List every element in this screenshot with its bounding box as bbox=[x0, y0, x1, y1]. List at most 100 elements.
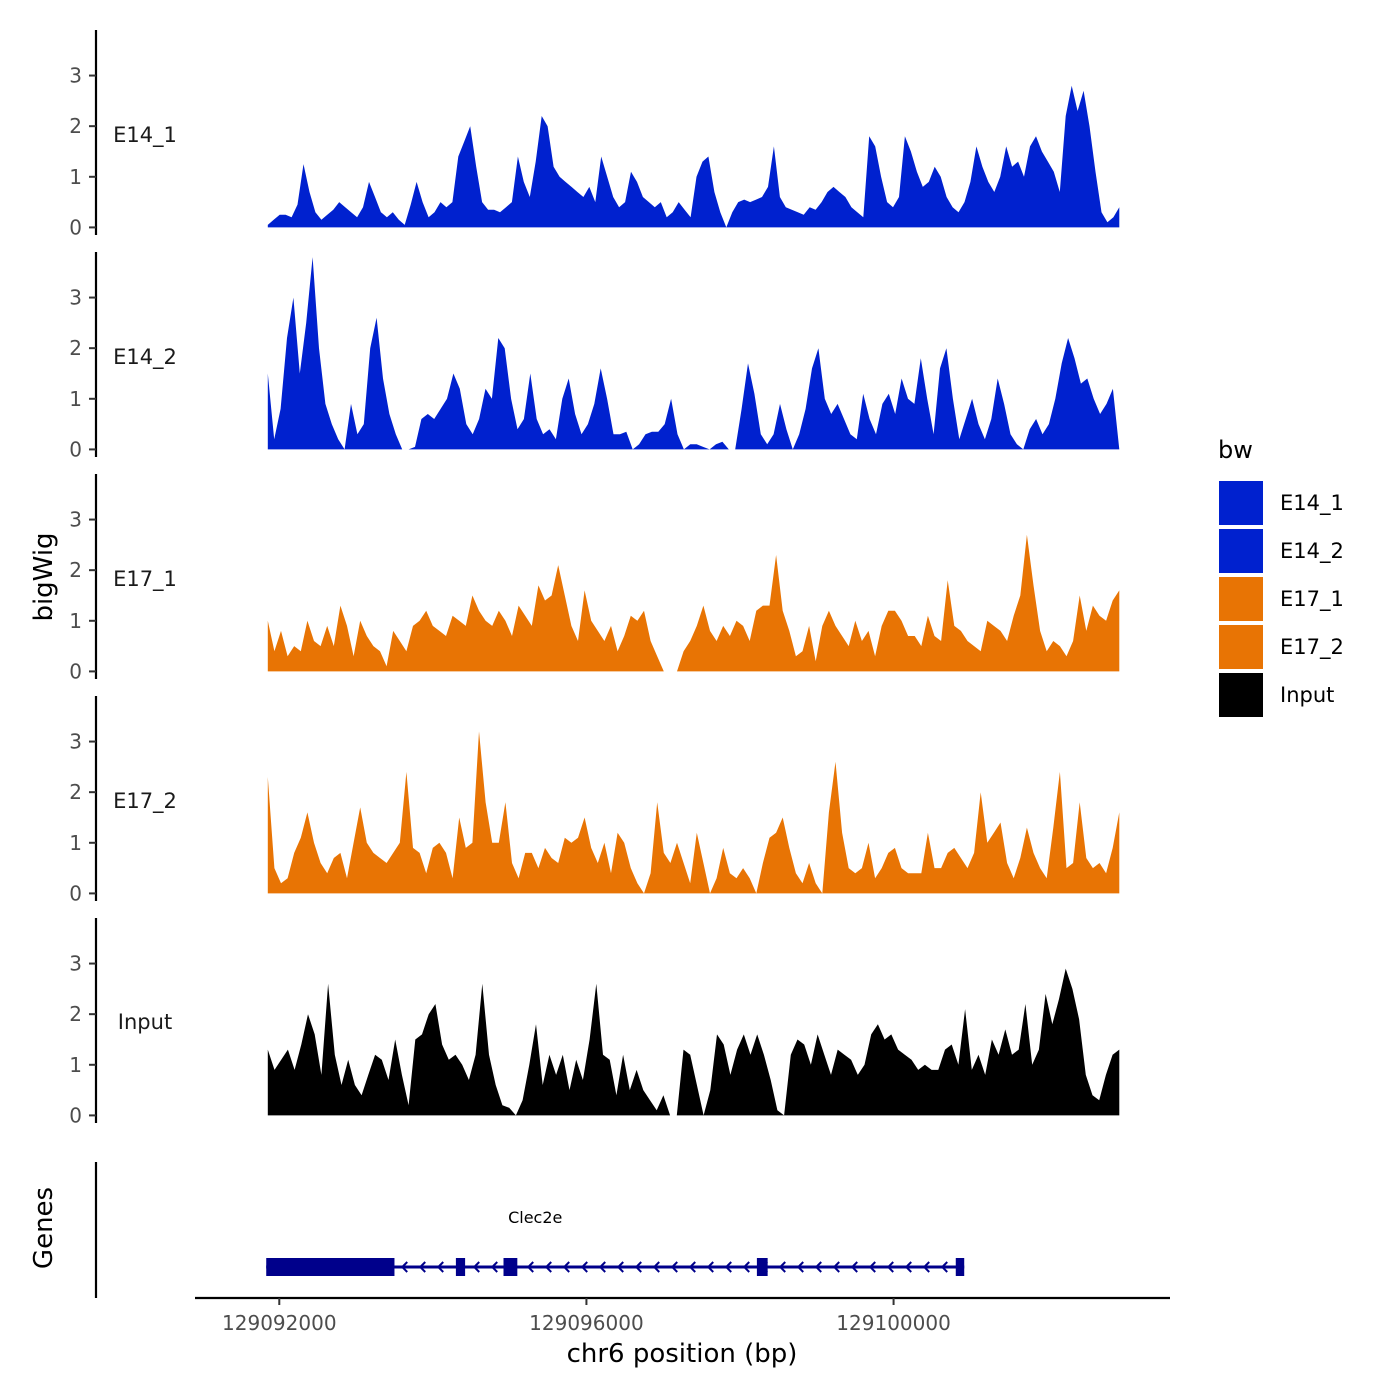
strand-arrow bbox=[490, 1261, 498, 1273]
legend-swatch bbox=[1217, 575, 1265, 623]
y-tick-label: 2 bbox=[69, 1002, 82, 1026]
strand-arrow bbox=[562, 1261, 570, 1273]
legend-label: E17_2 bbox=[1280, 635, 1344, 660]
strand-arrow bbox=[652, 1261, 660, 1273]
strand-arrow bbox=[616, 1261, 624, 1273]
y-tick-label: 3 bbox=[69, 286, 82, 310]
legend-label: E17_1 bbox=[1280, 587, 1344, 612]
x-axis-title: chr6 position (bp) bbox=[567, 1339, 798, 1369]
gene-track: Genes Clec2e bbox=[29, 1162, 965, 1298]
x-tick-label: 129096000 bbox=[529, 1311, 644, 1335]
y-tick-label: 2 bbox=[69, 114, 82, 138]
y-tick-label: 0 bbox=[69, 215, 82, 239]
y-tick-label: 3 bbox=[69, 730, 82, 754]
strand-arrow bbox=[688, 1261, 696, 1273]
track-name-label: E14_2 bbox=[113, 345, 177, 370]
legend-item: E14_1 bbox=[1217, 479, 1344, 527]
strand-arrow bbox=[580, 1261, 588, 1273]
coverage-area bbox=[267, 85, 1120, 228]
gene-name-label: Clec2e bbox=[508, 1208, 562, 1227]
coverage-area bbox=[267, 534, 1120, 672]
strand-arrow bbox=[706, 1261, 714, 1273]
strand-arrow bbox=[922, 1261, 930, 1273]
track-panel-input: 0 1 2 3 Input bbox=[69, 918, 1120, 1127]
track-panel-e17-1: 0 1 2 3 E17_1 bbox=[69, 474, 1120, 683]
y-tick-label: 0 bbox=[69, 437, 82, 461]
y-tick-label: 0 bbox=[69, 659, 82, 683]
strand-arrow bbox=[670, 1261, 678, 1273]
exon bbox=[503, 1258, 518, 1276]
strand-arrow bbox=[472, 1261, 480, 1273]
strand-arrow bbox=[868, 1261, 876, 1273]
y-tick-label: 1 bbox=[69, 831, 82, 855]
strand-arrow bbox=[526, 1261, 534, 1273]
strand-arrow bbox=[814, 1261, 822, 1273]
y-tick-label: 0 bbox=[69, 1103, 82, 1127]
track-panel-e14-2: 0 1 2 3 E14_2 bbox=[69, 252, 1120, 461]
track-name-label: E17_2 bbox=[113, 789, 177, 814]
gene-models: Clec2e bbox=[266, 1208, 965, 1276]
y-tick-label: 3 bbox=[69, 64, 82, 88]
legend-item: Input bbox=[1217, 671, 1334, 719]
strand-arrow bbox=[634, 1261, 642, 1273]
legend-label: E14_2 bbox=[1280, 539, 1344, 564]
legend-swatch bbox=[1217, 479, 1265, 527]
y-tick-label: 3 bbox=[69, 952, 82, 976]
y-tick-label: 1 bbox=[69, 165, 82, 189]
legend-swatch bbox=[1217, 623, 1265, 671]
y-tick-label: 0 bbox=[69, 881, 82, 905]
y-tick-label: 2 bbox=[69, 336, 82, 360]
exon bbox=[455, 1258, 466, 1276]
y-tick-label: 3 bbox=[69, 508, 82, 532]
track-name-label: E17_1 bbox=[113, 567, 177, 592]
legend-swatch bbox=[1217, 527, 1265, 575]
strand-arrow bbox=[418, 1261, 426, 1273]
y-tick-label: 1 bbox=[69, 387, 82, 411]
x-tick-label: 129100000 bbox=[836, 1311, 951, 1335]
exon bbox=[266, 1258, 395, 1276]
track-panels: 0 1 2 3 E14_1 0 1 2 3 E14_2 0 1 2 3 E17_1 0 1 2 3 E17_2 0 1 2 3… bbox=[69, 30, 1120, 1127]
strand-arrow bbox=[598, 1261, 606, 1273]
strand-arrow bbox=[400, 1261, 408, 1273]
strand-arrow bbox=[544, 1261, 552, 1273]
exon bbox=[756, 1258, 768, 1276]
coverage-area bbox=[267, 257, 1120, 450]
legend-item: E14_2 bbox=[1217, 527, 1344, 575]
legend-label: Input bbox=[1280, 683, 1334, 707]
y-tick-label: 1 bbox=[69, 609, 82, 633]
legend-item: E17_2 bbox=[1217, 623, 1344, 671]
track-name-label: E14_1 bbox=[113, 123, 177, 148]
strand-arrow bbox=[778, 1261, 786, 1273]
x-axis: 129092000 129096000 129100000 chr6 positio… bbox=[195, 1296, 1170, 1369]
coverage-area bbox=[267, 968, 1120, 1116]
legend-items: E14_1 E14_2 E17_1 E17_2 Input bbox=[1217, 479, 1344, 719]
legend-item: E17_1 bbox=[1217, 575, 1344, 623]
strand-arrow bbox=[832, 1261, 840, 1273]
legend-label: E14_1 bbox=[1280, 491, 1344, 516]
strand-arrow bbox=[436, 1261, 444, 1273]
exon bbox=[955, 1258, 965, 1276]
strand-arrow bbox=[742, 1261, 750, 1273]
track-panel-e14-1: 0 1 2 3 E14_1 bbox=[69, 30, 1120, 239]
y-tick-label: 1 bbox=[69, 1053, 82, 1077]
track-panel-e17-2: 0 1 2 3 E17_2 bbox=[69, 696, 1120, 905]
gene-model: Clec2e bbox=[266, 1208, 965, 1276]
strand-arrow bbox=[850, 1261, 858, 1273]
strand-arrow bbox=[796, 1261, 804, 1273]
legend: bw E14_1 E14_2 E17_1 E17_2 Input bbox=[1217, 436, 1344, 719]
track-name-label: Input bbox=[118, 1010, 172, 1034]
legend-title: bw bbox=[1218, 436, 1253, 464]
strand-arrow bbox=[724, 1261, 732, 1273]
x-tick-label: 129092000 bbox=[222, 1311, 337, 1335]
x-ticks: 129092000 129096000 129100000 bbox=[222, 1298, 951, 1335]
y-tick-label: 2 bbox=[69, 780, 82, 804]
strand-arrow bbox=[940, 1261, 948, 1273]
strand-arrow bbox=[904, 1261, 912, 1273]
y-tick-label: 2 bbox=[69, 558, 82, 582]
gene-track-title: Genes bbox=[29, 1187, 59, 1269]
legend-swatch bbox=[1217, 671, 1265, 719]
strand-arrow bbox=[886, 1261, 894, 1273]
coverage-area bbox=[267, 731, 1120, 894]
y-axis-title: bigWig bbox=[29, 532, 59, 621]
